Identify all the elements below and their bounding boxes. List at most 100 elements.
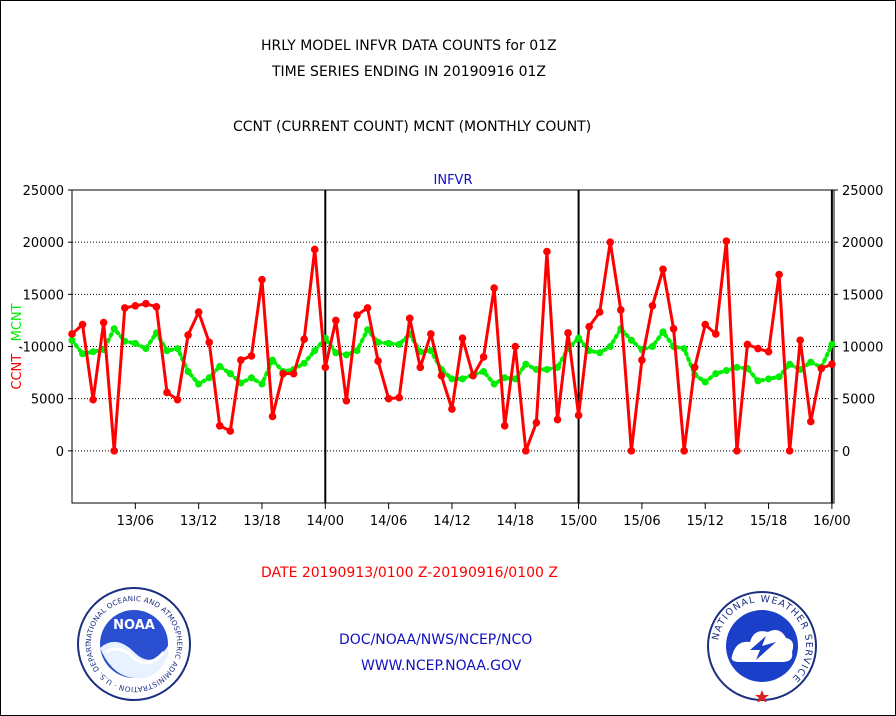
- ccnt-point: [395, 393, 403, 402]
- ccnt-point: [384, 394, 393, 403]
- y-tick-label-left: 5000: [31, 393, 64, 408]
- ccnt-point: [310, 245, 319, 254]
- y-axis-label-ccnt: CCNT: [10, 354, 25, 390]
- ccnt-point: [585, 322, 593, 331]
- ccnt-point: [722, 237, 731, 245]
- ccnt-point: [564, 329, 572, 337]
- mcnt-point: [480, 368, 488, 376]
- x-tick-label: 14/00: [307, 514, 344, 529]
- ccnt-point: [163, 388, 171, 397]
- mcnt-point: [226, 370, 234, 378]
- x-tick-label: 14/06: [370, 514, 407, 529]
- ccnt-point: [606, 238, 615, 246]
- ccnt-point: [733, 447, 741, 455]
- y-axis-label-mcnt: MCNT: [10, 303, 25, 341]
- ccnt-point: [617, 306, 625, 314]
- ccnt-point: [648, 302, 657, 310]
- chart-heading-line3: CCNT (CURRENT COUNT) MCNT (MONTHLY COUNT…: [233, 119, 592, 135]
- mcnt-point: [765, 375, 773, 383]
- x-tick-label: 14/12: [433, 514, 470, 529]
- mcnt-point: [142, 345, 150, 353]
- ccnt-point: [469, 371, 477, 380]
- y-tick-label-right: 10000: [842, 341, 883, 356]
- ccnt-point: [321, 363, 330, 372]
- mcnt-point: [110, 325, 118, 333]
- mcnt-point: [596, 349, 604, 357]
- x-tick-label: 14/18: [497, 514, 534, 529]
- y-tick-label-left: 15000: [23, 288, 64, 303]
- y-axis-label-sep: ,: [10, 341, 25, 353]
- y-tick-label-right: 25000: [842, 184, 883, 199]
- ccnt-point: [289, 369, 298, 378]
- mcnt-point: [627, 336, 635, 344]
- mcnt-point: [501, 374, 509, 382]
- ccnt-point: [120, 304, 129, 312]
- ccnt-point: [806, 417, 815, 426]
- ccnt-point: [247, 352, 256, 360]
- mcnt-point: [733, 363, 741, 371]
- mcnt-point: [522, 360, 530, 368]
- ccnt-point: [258, 275, 266, 284]
- mcnt-point: [458, 375, 466, 383]
- ccnt-point: [68, 330, 76, 338]
- mcnt-point: [353, 347, 361, 355]
- ccnt-point: [817, 364, 826, 373]
- mcnt-point: [427, 347, 435, 355]
- mcnt-point: [754, 377, 762, 385]
- ccnt-point: [110, 447, 119, 455]
- website-link[interactable]: WWW.NCEP.NOAA.GOV: [361, 658, 522, 674]
- ccnt-point: [363, 304, 372, 312]
- y-tick-label-left: 20000: [23, 236, 64, 251]
- ccnt-point: [427, 330, 435, 338]
- ccnt-point: [828, 360, 836, 369]
- chart-heading-line2: TIME SERIES ENDING IN 20190916 01Z: [272, 64, 546, 80]
- y-tick-label-left: 0: [56, 445, 64, 460]
- mcnt-point: [131, 339, 139, 347]
- mcnt-point: [342, 351, 350, 359]
- mcnt-point: [79, 350, 87, 358]
- ccnt-point: [215, 421, 224, 430]
- ccnt-point: [353, 311, 361, 320]
- ccnt-point: [743, 340, 752, 349]
- ccnt-point: [754, 344, 762, 353]
- date-range-label: DATE 20190913/0100 Z-20190916/0100 Z: [261, 565, 558, 581]
- ccnt-point: [500, 421, 509, 430]
- ccnt-point: [78, 320, 87, 329]
- ccnt-point: [701, 320, 710, 329]
- mcnt-point: [258, 380, 266, 388]
- ccnt-point: [638, 356, 646, 364]
- ccnt-point: [184, 331, 192, 339]
- mcnt-point: [385, 339, 393, 347]
- mcnt-point: [680, 345, 688, 353]
- mcnt-point: [374, 338, 382, 346]
- chart-heading-line1: HRLY MODEL INFVR DATA COUNTS for 01Z: [261, 38, 557, 54]
- ccnt-point: [595, 308, 604, 316]
- ccnt-point: [522, 447, 530, 455]
- mcnt-point: [311, 347, 319, 355]
- mcnt-point: [828, 340, 836, 348]
- x-tick-label: 15/00: [560, 514, 597, 529]
- mcnt-point: [332, 349, 340, 357]
- ccnt-point: [796, 336, 805, 345]
- ccnt-point: [627, 447, 636, 455]
- mcnt-point: [216, 362, 224, 370]
- ccnt-point: [448, 405, 456, 413]
- mcnt-point: [195, 380, 203, 388]
- noaa-logo: NATIONAL OCEANIC AND ATMOSPHERIC ADMINIS…: [76, 586, 191, 701]
- ccnt-point: [511, 342, 520, 351]
- mcnt-point: [722, 366, 730, 374]
- ccnt-point: [490, 284, 498, 292]
- ccnt-point: [775, 270, 783, 279]
- mcnt-point: [89, 348, 97, 356]
- ccnt-point: [543, 247, 551, 256]
- ccnt-point: [659, 265, 667, 274]
- mcnt-point: [247, 374, 255, 382]
- ccnt-point: [173, 395, 182, 404]
- mcnt-point: [205, 374, 213, 382]
- mcnt-point: [395, 340, 403, 348]
- x-tick-label: 15/18: [750, 514, 787, 529]
- ccnt-point: [205, 338, 214, 347]
- ccnt-point: [237, 356, 245, 364]
- y-tick-label-right: 0: [842, 445, 850, 460]
